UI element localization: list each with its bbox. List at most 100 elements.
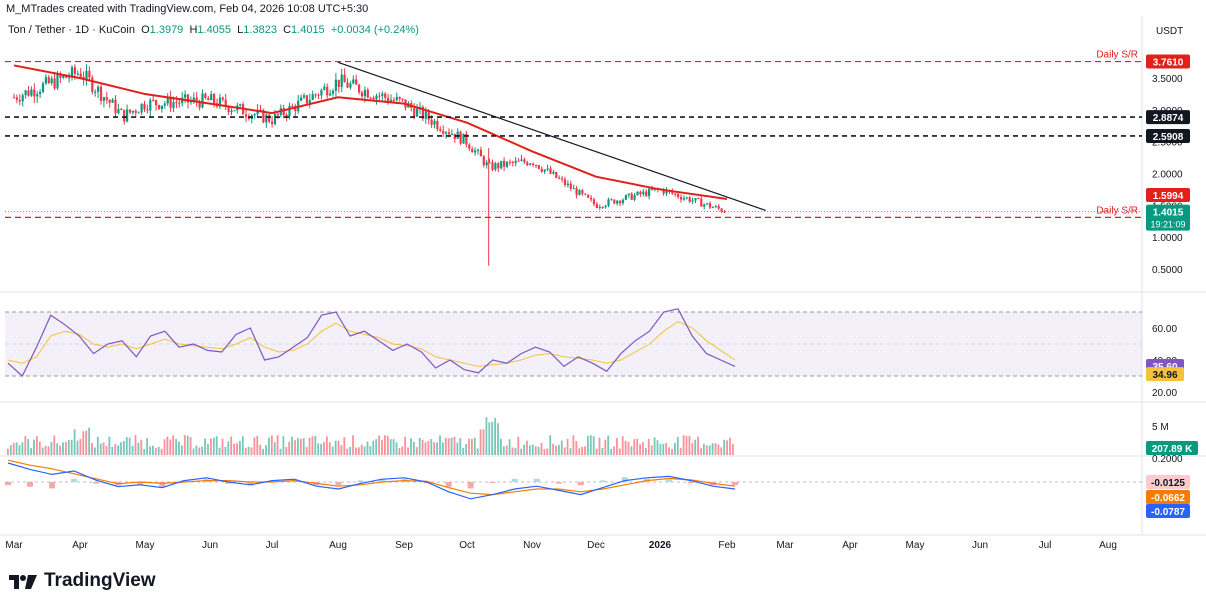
volume-bar: [9, 445, 12, 455]
candle-body: [479, 149, 482, 157]
candle-body: [674, 193, 677, 195]
candle-body: [590, 197, 593, 200]
candle-body: [540, 168, 543, 172]
candle-body: [595, 204, 598, 208]
volume-bar: [317, 443, 320, 455]
macd-signal-value: -0.0662: [1151, 493, 1185, 504]
volume-bar: [473, 437, 476, 455]
time-tick-label: Jun: [202, 540, 218, 551]
candle-body: [563, 179, 567, 186]
candle-body: [392, 99, 395, 101]
volume-bar: [378, 435, 380, 455]
candle-body: [476, 149, 480, 151]
volume-bar: [537, 446, 540, 455]
sr-level-tag: [1146, 128, 1190, 143]
volume-bar: [12, 442, 15, 455]
price-tick-label: 2.5000: [1152, 138, 1183, 149]
volume-bar: [314, 435, 317, 455]
volume-bar: [540, 442, 543, 455]
volume-bar: [239, 440, 241, 455]
macd-histogram-bar: [577, 482, 584, 486]
volume-bar: [128, 437, 131, 455]
candle-body: [723, 211, 726, 213]
volume-bar: [96, 436, 99, 455]
rsi-ma-value: 34.96: [1152, 370, 1177, 381]
volume-bar: [723, 439, 726, 455]
change-value: +0.0034 (+0.24%): [330, 24, 419, 36]
volume-bar: [169, 439, 172, 455]
volume-bar: [650, 445, 653, 455]
volume-bar: [108, 436, 111, 455]
currency-label[interactable]: USDT: [1156, 26, 1184, 37]
macd-line: [7, 462, 736, 500]
candle-body: [253, 114, 256, 116]
candle-body: [105, 97, 108, 100]
time-tick-label: Jun: [972, 540, 988, 551]
volume-bar: [328, 442, 331, 455]
candle-body: [88, 70, 91, 78]
candle-body: [497, 163, 500, 169]
candle-body: [529, 163, 532, 166]
candle-body: [221, 97, 224, 100]
volume-bar: [294, 440, 296, 455]
volume-bar: [410, 438, 412, 455]
candle-body: [192, 97, 195, 101]
candle-body: [320, 89, 323, 96]
volume-bar: [494, 418, 496, 455]
volume-bar: [534, 446, 537, 455]
volume-bar: [120, 442, 122, 455]
price-tick-label: 0.5000: [1152, 265, 1183, 276]
volume-bar: [720, 447, 723, 455]
candle-body: [555, 171, 558, 178]
candle-body: [424, 111, 427, 119]
volume-bar: [549, 435, 552, 455]
time-tick-label: Nov: [523, 540, 541, 551]
candle-body: [305, 95, 308, 104]
volume-bar: [340, 445, 343, 455]
volume-bar: [369, 446, 372, 455]
last-price-tag: [1146, 204, 1190, 231]
macd-histogram-bar: [379, 478, 386, 482]
volume-bar: [468, 438, 470, 455]
volume-bar: [140, 439, 143, 455]
macd-histogram-bar: [27, 482, 34, 487]
volume-bar: [212, 437, 215, 455]
candle-body: [453, 133, 456, 139]
macd-histogram-bar: [665, 479, 672, 482]
candle-body: [688, 197, 691, 202]
candle-body: [302, 95, 306, 98]
volume-bar: [302, 438, 305, 455]
candle-body: [598, 206, 601, 208]
volume-bar: [453, 436, 456, 455]
candle-body: [549, 168, 552, 174]
candle-body: [575, 188, 578, 196]
time-tick-label: Feb: [718, 540, 736, 551]
candle-body: [569, 183, 572, 189]
volume-bar: [645, 448, 647, 455]
candle-body: [134, 110, 137, 113]
candle-body: [558, 177, 561, 179]
candle-body: [697, 198, 700, 200]
candle-body: [331, 90, 335, 94]
candle-body: [375, 95, 378, 100]
volume-bar: [285, 446, 288, 455]
candle-body: [76, 73, 79, 75]
candle-body: [584, 193, 587, 195]
volume-bar: [88, 427, 90, 455]
candle-body: [178, 102, 181, 104]
candle-body: [291, 105, 294, 107]
tradingview-logo[interactable]: TradingView: [8, 570, 156, 592]
volume-bar: [349, 446, 351, 455]
bar-countdown: 19:21:09: [1150, 220, 1185, 230]
volume-bar: [682, 435, 685, 455]
symbol-name[interactable]: Ton / Tether · 1D · KuCoin: [8, 24, 135, 36]
candle-body: [592, 199, 596, 205]
candle-body: [172, 102, 175, 108]
volume-bar: [598, 437, 601, 455]
volume-bar: [430, 439, 433, 455]
volume-bar: [189, 437, 192, 455]
volume-bar: [99, 443, 102, 455]
rsi-tick-label: 60.00: [1152, 324, 1177, 335]
candle-body: [706, 203, 709, 205]
